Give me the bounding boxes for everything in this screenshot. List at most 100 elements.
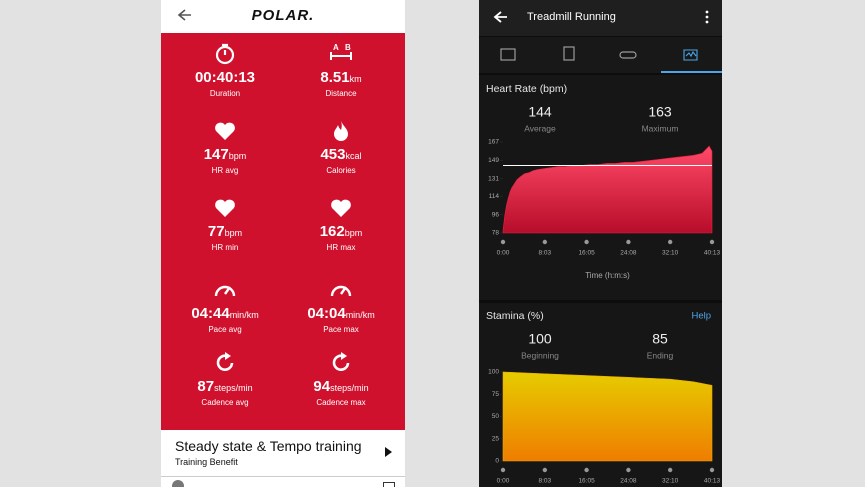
stat-value: 00:40:13 — [194, 69, 256, 86]
summary-value: 100 — [528, 331, 552, 347]
activity-title: Treadmill Running — [527, 11, 616, 23]
x-tick — [542, 239, 548, 245]
x-tick — [709, 467, 715, 473]
x-tick-label: 8:03 — [539, 250, 552, 257]
x-tick — [667, 467, 673, 473]
stat-value: 162 — [319, 223, 345, 240]
y-tick-label: 75 — [492, 391, 500, 398]
stat: 00:40:13 Duration — [167, 42, 283, 98]
y-tick-label: 100 — [488, 369, 499, 376]
stat: 04:04min/km Pace max — [283, 278, 399, 334]
stat-value-line: 00:40:13 — [167, 69, 283, 87]
stat-icon — [215, 199, 235, 217]
stat-label: Distance — [325, 89, 357, 98]
stat-unit: min/km — [229, 310, 259, 320]
stat-value-line: 87steps/min — [167, 378, 283, 396]
x-tick-label: 0:00 — [497, 250, 510, 257]
stat-value: 04:44 — [191, 305, 230, 322]
x-tick-label: 24:08 — [620, 250, 637, 257]
stat-label: Cadence avg — [201, 398, 249, 407]
stat-value-line: 04:04min/km — [283, 305, 399, 323]
stat: 162bpm HR max — [283, 196, 399, 252]
summary-label: Ending — [647, 350, 674, 360]
x-tick — [584, 467, 589, 473]
y-tick-label: 78 — [492, 230, 500, 237]
active-tab-indicator — [661, 71, 722, 73]
help-link[interactable]: Help — [691, 311, 711, 322]
stat-label: Pace avg — [208, 325, 242, 334]
stat-label: Pace max — [323, 325, 359, 334]
stat-icon — [332, 352, 350, 371]
stat-value: 147 — [203, 146, 229, 163]
stat-icon — [215, 43, 235, 65]
y-tick-label: 96 — [492, 211, 500, 218]
summary-value: 163 — [648, 104, 672, 120]
stat-value-line: 8.51km — [283, 69, 399, 87]
x-tick-label: 32:10 — [662, 250, 679, 257]
stat-icon — [214, 285, 236, 297]
stat-unit: min/km — [345, 310, 375, 320]
stat-icon — [334, 121, 348, 141]
stat-icon — [331, 199, 351, 217]
info-icon — [172, 480, 184, 487]
svg-text:A: A — [333, 43, 339, 52]
x-tick-label: 16:05 — [578, 250, 595, 257]
benefit-subtitle: Training Benefit — [175, 457, 238, 467]
stat-label: HR avg — [211, 166, 239, 175]
divider — [161, 476, 405, 477]
x-tick — [626, 467, 631, 473]
back-button[interactable] — [493, 11, 507, 23]
x-tick — [542, 467, 548, 473]
summary-label: Beginning — [521, 350, 559, 360]
stat-value: 87 — [197, 378, 215, 395]
y-tick-label: 167 — [488, 139, 499, 146]
back-button[interactable] — [177, 9, 191, 21]
x-tick-label: 0:00 — [497, 478, 510, 485]
stat-unit: steps/min — [214, 383, 253, 393]
stat-icon — [216, 352, 234, 371]
stat-value-line: 147bpm — [167, 146, 283, 164]
stat-label: Duration — [209, 89, 241, 98]
menu-button[interactable] — [705, 10, 709, 24]
x-tick — [709, 239, 715, 245]
stat-unit: kcal — [345, 151, 362, 161]
stat: 453kcal Calories — [283, 119, 399, 175]
active-tab-icon[interactable] — [683, 49, 698, 61]
x-axis-label: Time (h:m:s) — [585, 271, 630, 280]
stat-unit: bpm — [224, 228, 243, 238]
area — [502, 371, 713, 462]
stat: A B 8.51km Distance — [283, 42, 399, 98]
polar-header-graphics: POLAR. — [177, 7, 313, 24]
stat-icon — [330, 285, 352, 297]
x-tick-label: 8:03 — [539, 478, 552, 485]
y-tick-label: 131 — [488, 176, 499, 183]
tab-icons[interactable] — [500, 46, 637, 61]
x-tick-label: 40:13 — [704, 478, 721, 485]
benefit-title: Steady state & Tempo training — [175, 438, 362, 454]
stats-panel — [161, 33, 405, 430]
chart-title: Heart Rate (bpm) — [486, 83, 567, 95]
y-tick-label: 50 — [492, 413, 500, 420]
stat: 87steps/min Cadence avg — [167, 351, 283, 407]
x-tick — [584, 239, 589, 245]
y-tick-label: 25 — [492, 435, 500, 442]
checkbox-icon — [383, 482, 395, 487]
summary-label: Average — [524, 123, 556, 133]
stat: 147bpm HR avg — [167, 119, 283, 175]
stat-value: 04:04 — [307, 305, 346, 322]
y-tick-label: 0 — [495, 458, 499, 465]
stat-value-line: 04:44min/km — [167, 305, 283, 323]
x-tick — [626, 239, 631, 245]
stat-unit: bpm — [344, 228, 363, 238]
x-tick — [500, 239, 506, 245]
stat-label: HR max — [326, 243, 356, 252]
x-tick — [667, 239, 673, 245]
polar-header: POLAR. — [161, 0, 405, 33]
stat-value-line: 94steps/min — [283, 378, 399, 396]
stat-label: Cadence max — [316, 398, 366, 407]
x-tick-label: 24:08 — [620, 478, 637, 485]
summary-label: Maximum — [642, 123, 679, 133]
stat-unit: steps/min — [330, 383, 369, 393]
benefit-arrow[interactable] — [383, 446, 393, 458]
